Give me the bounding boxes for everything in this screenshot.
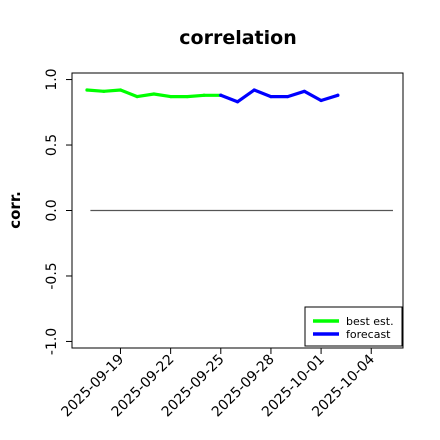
data-point (169, 94, 173, 99)
data-point (269, 94, 273, 99)
data-point (118, 88, 123, 92)
chart-title: correlation (179, 27, 296, 49)
y-tick-label: 0.0 (44, 199, 60, 221)
data-point (235, 100, 240, 104)
data-point (185, 94, 189, 99)
legend-label: best est. (346, 315, 394, 328)
data-point (336, 93, 340, 97)
data-point (135, 94, 139, 99)
data-point (252, 88, 256, 92)
data-point (302, 89, 306, 93)
data-point (319, 98, 323, 103)
y-axis-label: corr. (6, 191, 24, 229)
data-point (85, 88, 89, 92)
data-point (152, 92, 156, 96)
y-tick-label: -0.5 (44, 262, 60, 289)
series-line-forecast (219, 88, 340, 104)
y-tick-label: 0.5 (44, 134, 60, 156)
data-point (219, 93, 223, 97)
y-tick-label: -1.0 (44, 328, 60, 355)
y-tick-label: 1.0 (44, 68, 60, 90)
x-axis: 2025-09-192025-09-222025-09-252025-09-28… (58, 348, 378, 420)
legend: best est.forecast (304, 306, 403, 347)
legend-label: forecast (346, 328, 391, 341)
legend-box (304, 306, 403, 347)
data-point (202, 93, 206, 97)
series-layer (85, 88, 340, 104)
y-axis: -1.0 -0.5 0.0 0.5 1.0 (44, 68, 72, 355)
data-point (286, 94, 290, 99)
data-point (102, 89, 106, 93)
